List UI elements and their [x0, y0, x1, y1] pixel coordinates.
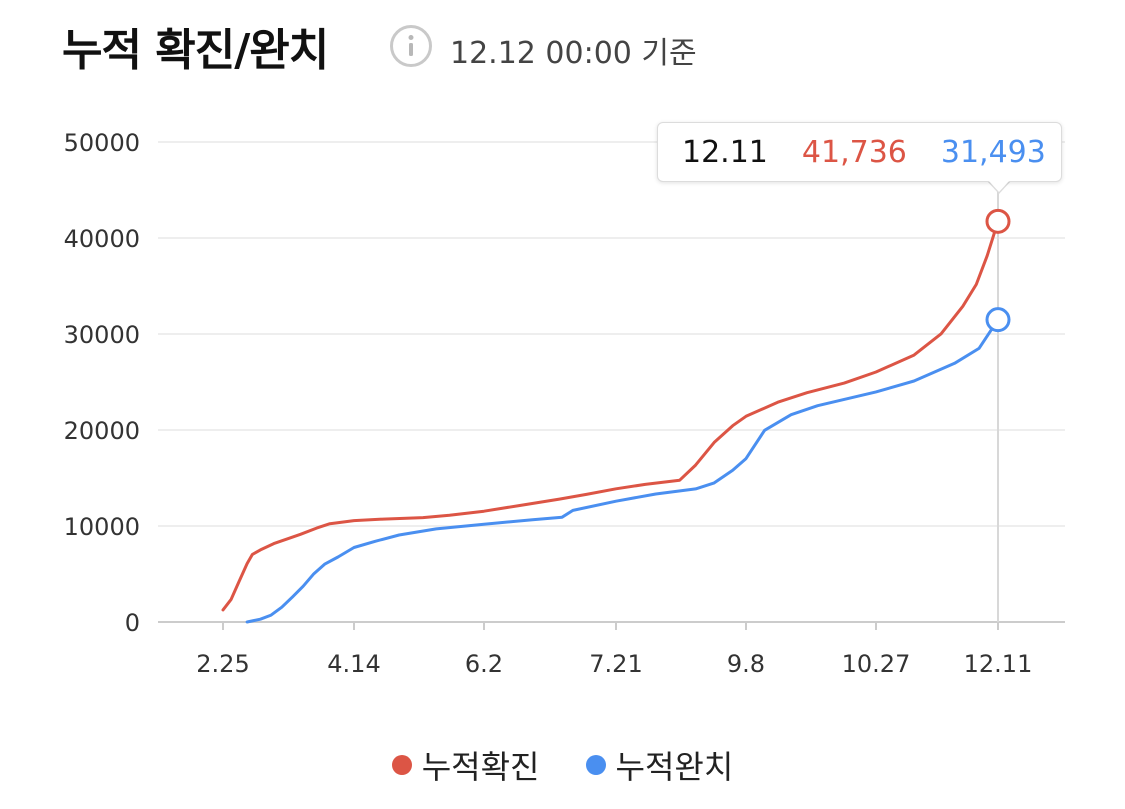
x-tick-label: 4.14 — [327, 650, 380, 678]
hover-point-recovered — [985, 307, 1011, 333]
y-axis-ticks: 0 10000 20000 30000 40000 50000 — [64, 129, 140, 637]
tooltip-date: 12.11 — [682, 134, 768, 170]
x-tick-label: 12.11 — [964, 650, 1033, 678]
legend-recovered-label: 누적완치 — [615, 748, 734, 786]
hover-point-confirmed — [985, 208, 1011, 234]
x-tick-label: 9.8 — [727, 650, 765, 678]
info-icon[interactable] — [389, 24, 433, 68]
legend-recovered-dot — [585, 755, 606, 775]
x-axis-ticks: 2.25 4.14 6.2 7.21 9.8 10.27 12.11 — [196, 622, 1032, 678]
x-tick-label: 2.25 — [196, 650, 249, 678]
legend-confirmed-dot — [391, 755, 412, 775]
page-title: 누적 확진/완치 — [62, 25, 329, 76]
y-tick-label: 50000 — [64, 129, 140, 157]
grid-layer — [158, 141, 1065, 623]
tooltip-arrow — [988, 180, 1010, 192]
y-tick-label: 40000 — [64, 225, 140, 253]
y-tick-label: 10000 — [64, 513, 140, 541]
tooltip-recovered-value: 31,493 — [940, 134, 1046, 170]
tooltip-confirmed-value: 41,736 — [801, 134, 907, 170]
series-line-confirmed — [221, 219, 1000, 612]
series-layer — [221, 219, 1000, 624]
x-tick-label: 7.21 — [589, 650, 642, 678]
legend-item-recovered[interactable]: 누적완치 — [585, 742, 734, 788]
chart-legend: 누적확진 누적완치 — [0, 742, 1125, 788]
legend-item-confirmed[interactable]: 누적확진 — [391, 742, 540, 788]
x-tick-label: 6.2 — [465, 650, 503, 678]
y-tick-label: 0 — [125, 609, 140, 637]
y-tick-label: 20000 — [64, 417, 140, 445]
chart-tooltip: 12.11 41,736 31,493 — [657, 122, 1062, 182]
basis-timestamp: 12.12 00:00 기준 — [450, 36, 697, 71]
hover-markers — [985, 208, 1011, 333]
series-line-recovered — [245, 318, 1000, 624]
x-tick-label: 10.27 — [842, 650, 911, 678]
legend-confirmed-label: 누적확진 — [421, 748, 540, 786]
y-tick-label: 30000 — [64, 321, 140, 349]
